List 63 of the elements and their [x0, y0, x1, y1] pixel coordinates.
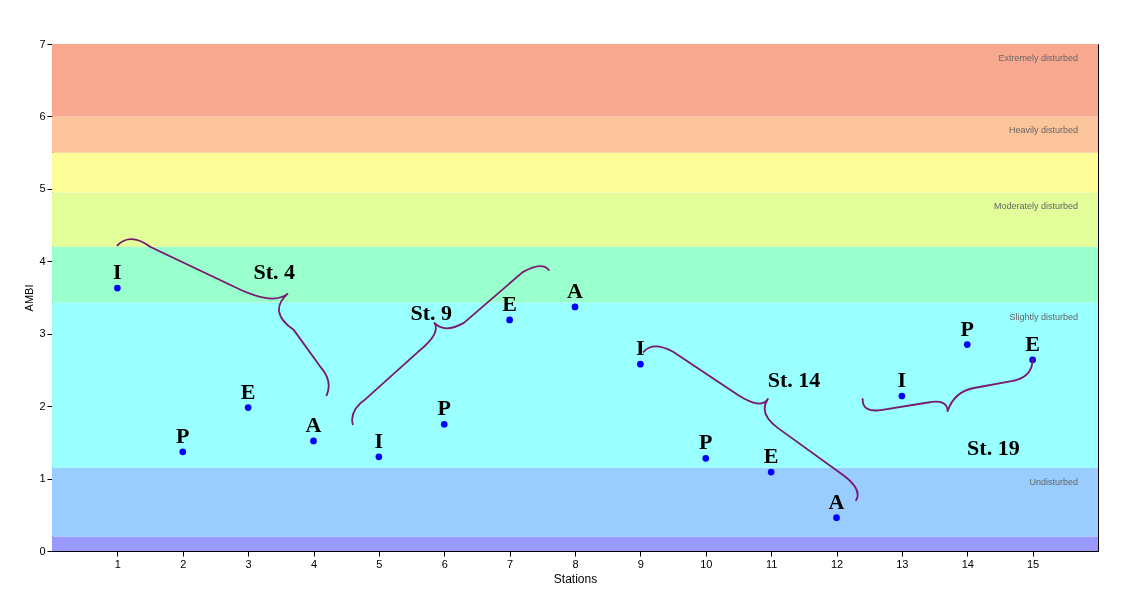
point	[440, 420, 448, 428]
x-tick-label: 12	[830, 557, 844, 570]
x-tick-label: 6	[441, 557, 448, 570]
y-tick-label: 3	[39, 327, 46, 340]
data-label: E	[763, 443, 779, 469]
point	[637, 360, 644, 368]
y-tick-label: 6	[39, 109, 46, 122]
x-tick-label: 1	[114, 557, 121, 570]
x-tick-label: 14	[961, 557, 974, 570]
y-axis-title: AMBI	[23, 284, 36, 312]
data-label: I	[636, 335, 645, 361]
data-label: P	[176, 422, 190, 448]
y-tick-label: 2	[39, 399, 46, 412]
x-tick-label: 8	[572, 557, 579, 570]
point	[833, 514, 840, 522]
x-axis-title: Stations	[553, 571, 598, 586]
data-label: A	[567, 277, 584, 303]
x-tick-label: 4	[310, 557, 318, 570]
band-label: Heavily disturbed	[1008, 125, 1078, 136]
point	[571, 303, 579, 311]
band-label: Undisturbed	[1029, 476, 1078, 487]
data-label: I	[113, 259, 122, 285]
point	[114, 284, 121, 292]
annotation: St. 4	[253, 259, 296, 285]
data-label: A	[828, 488, 845, 514]
data-label: E	[240, 378, 256, 404]
annotation: St. 14	[767, 367, 821, 393]
data-label: P	[699, 429, 713, 455]
y-tick-label: 1	[39, 472, 46, 485]
x-tick-label: 3	[245, 557, 252, 570]
annotation: St. 9	[410, 299, 452, 325]
point	[244, 404, 252, 411]
data-label: I	[897, 367, 907, 392]
x-tick-label: 13	[896, 557, 909, 570]
y-tick-label: 0	[39, 544, 46, 557]
data-label: P	[960, 315, 974, 341]
data-label: P	[437, 395, 451, 421]
point	[767, 468, 775, 476]
x-tick-label: 5	[376, 557, 383, 570]
x-tick-label: 15	[1027, 557, 1040, 570]
y-tick-label: 5	[39, 182, 46, 195]
point	[179, 448, 187, 456]
point	[506, 316, 513, 324]
data-label: E	[1025, 330, 1040, 356]
point	[310, 437, 317, 445]
data-label: E	[502, 290, 517, 316]
x-tick-label: 7	[507, 557, 514, 570]
band-label: Slightly disturbed	[1009, 311, 1078, 322]
data-label: I	[374, 427, 384, 453]
x-tick-label: 11	[765, 557, 778, 570]
point	[375, 453, 383, 461]
y-tick-label: 7	[39, 37, 46, 50]
y-tick-label: 4	[39, 254, 46, 267]
x-tick-label: 2	[180, 557, 187, 570]
data-label: A	[305, 411, 322, 437]
point	[898, 392, 906, 400]
band-label: Extremely disturbed	[998, 53, 1078, 63]
band-label: Moderately disturbed	[993, 201, 1078, 212]
point	[963, 341, 971, 348]
annotation: St. 19	[967, 435, 1020, 461]
point	[702, 454, 710, 462]
x-tick-label: 9	[637, 557, 644, 570]
x-tick-label: 10	[700, 557, 713, 570]
